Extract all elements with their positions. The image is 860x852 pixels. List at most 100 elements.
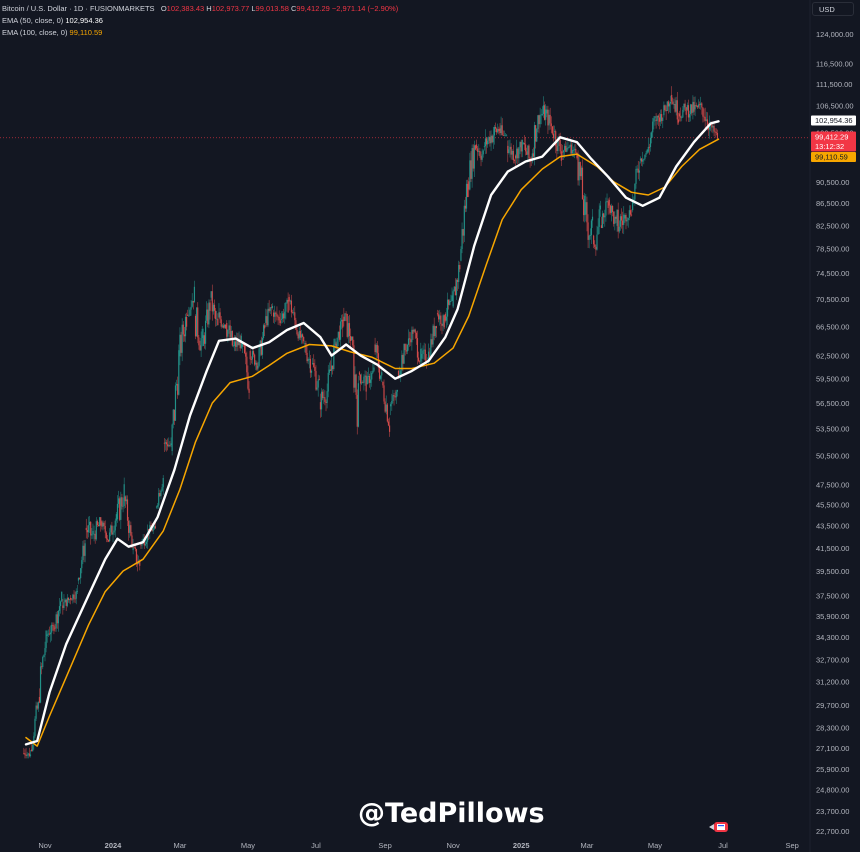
- open-label: O: [160, 4, 167, 13]
- candle-body: [172, 409, 174, 425]
- candle-body: [238, 340, 240, 346]
- y-tick-label: 56,500.00: [816, 399, 849, 408]
- candle-body: [23, 753, 25, 754]
- candle-body: [29, 754, 32, 756]
- candle-body: [417, 357, 420, 362]
- candle-body: [358, 372, 361, 375]
- candle-body: [76, 590, 78, 592]
- candle-body: [542, 105, 545, 115]
- candle-body: [24, 753, 26, 755]
- candle-body: [612, 205, 614, 212]
- candle-body: [175, 383, 178, 386]
- candle-body: [472, 148, 474, 169]
- candle-body: [60, 601, 62, 607]
- candle-body: [146, 533, 149, 542]
- candle-body: [578, 161, 580, 181]
- candle-body: [456, 279, 459, 282]
- candle-body: [291, 312, 294, 314]
- candle-body: [153, 526, 155, 529]
- candle-body: [557, 136, 559, 152]
- ema50-label: EMA (50, close, 0): [2, 16, 64, 25]
- candle-body: [584, 195, 586, 216]
- candle-body: [554, 131, 556, 133]
- candle-body: [539, 115, 541, 125]
- candle-body: [268, 308, 270, 311]
- candle-body: [458, 264, 460, 282]
- candle-body: [566, 147, 568, 152]
- candle-body: [110, 525, 112, 533]
- candle-body: [46, 634, 48, 636]
- candle-body: [70, 597, 72, 600]
- candle-body: [464, 205, 467, 209]
- candle-body: [94, 533, 96, 540]
- candle-body: [647, 146, 649, 152]
- candle-body: [62, 605, 64, 608]
- candle-body: [655, 119, 657, 121]
- candle-body: [381, 372, 383, 376]
- candle-body: [702, 107, 704, 117]
- candle-body: [100, 517, 102, 526]
- candle-body: [196, 307, 198, 337]
- candle-body: [376, 344, 378, 354]
- ema50-line: [24, 120, 720, 746]
- candle-body: [208, 302, 210, 325]
- flag-icon[interactable]: [709, 821, 729, 833]
- candle-body: [49, 632, 52, 635]
- candle-body: [174, 385, 177, 421]
- legend-header: Bitcoin / U.S. Dollar · 1D · FUSIONMARKE…: [2, 3, 398, 39]
- candle-body: [520, 141, 522, 152]
- candle-body: [439, 315, 441, 320]
- candle-body: [279, 320, 281, 324]
- candle-body: [603, 213, 605, 218]
- currency-button[interactable]: USD: [812, 2, 854, 16]
- candle-body: [547, 109, 549, 126]
- ema50-row[interactable]: EMA (50, close, 0) 102,954.36: [2, 15, 398, 27]
- y-tick-label: 111,500.00: [816, 80, 852, 89]
- candle-body: [338, 331, 340, 340]
- candle-body: [625, 215, 627, 222]
- candle-body: [277, 316, 279, 318]
- candle-body: [154, 526, 156, 529]
- candle-body: [493, 126, 495, 136]
- candle-body: [386, 404, 388, 422]
- candle-body: [63, 602, 65, 608]
- candle-body: [452, 291, 454, 307]
- candle-body: [45, 630, 47, 649]
- candle-body: [416, 338, 419, 358]
- ema100-row[interactable]: EMA (100, close, 0) 99,110.59: [2, 27, 398, 39]
- candle-body: [287, 299, 289, 313]
- candle-body: [276, 313, 278, 317]
- candle-body: [219, 312, 221, 320]
- candle-body: [178, 350, 180, 395]
- candle-body: [441, 324, 443, 326]
- candle-body: [608, 199, 610, 206]
- candle-body: [217, 318, 219, 326]
- candle-body: [395, 391, 397, 398]
- candle-body: [318, 379, 320, 381]
- x-tick-label: Nov: [446, 841, 460, 850]
- candle-body: [265, 316, 267, 323]
- candle-body: [44, 648, 46, 656]
- candle-body: [487, 140, 489, 145]
- candle-body: [697, 104, 700, 108]
- candle-body: [181, 324, 183, 353]
- candle-body: [55, 614, 57, 629]
- candle-body: [686, 105, 688, 110]
- candle-body: [267, 308, 269, 326]
- candle-body: [54, 627, 56, 629]
- candle-body: [67, 597, 70, 601]
- candle-body: [327, 372, 329, 392]
- candle-body: [440, 315, 442, 325]
- candle-body: [226, 322, 228, 337]
- candle-body: [423, 349, 425, 351]
- candle-body: [102, 522, 104, 527]
- candle-body: [435, 326, 438, 329]
- candle-body: [105, 532, 107, 539]
- candle-body: [491, 135, 493, 143]
- candle-body: [308, 358, 310, 360]
- candle-body: [455, 279, 458, 296]
- candle-body: [661, 114, 663, 121]
- candle-body: [144, 544, 146, 546]
- symbol-title[interactable]: Bitcoin / U.S. Dollar · 1D · FUSIONMARKE…: [2, 4, 155, 13]
